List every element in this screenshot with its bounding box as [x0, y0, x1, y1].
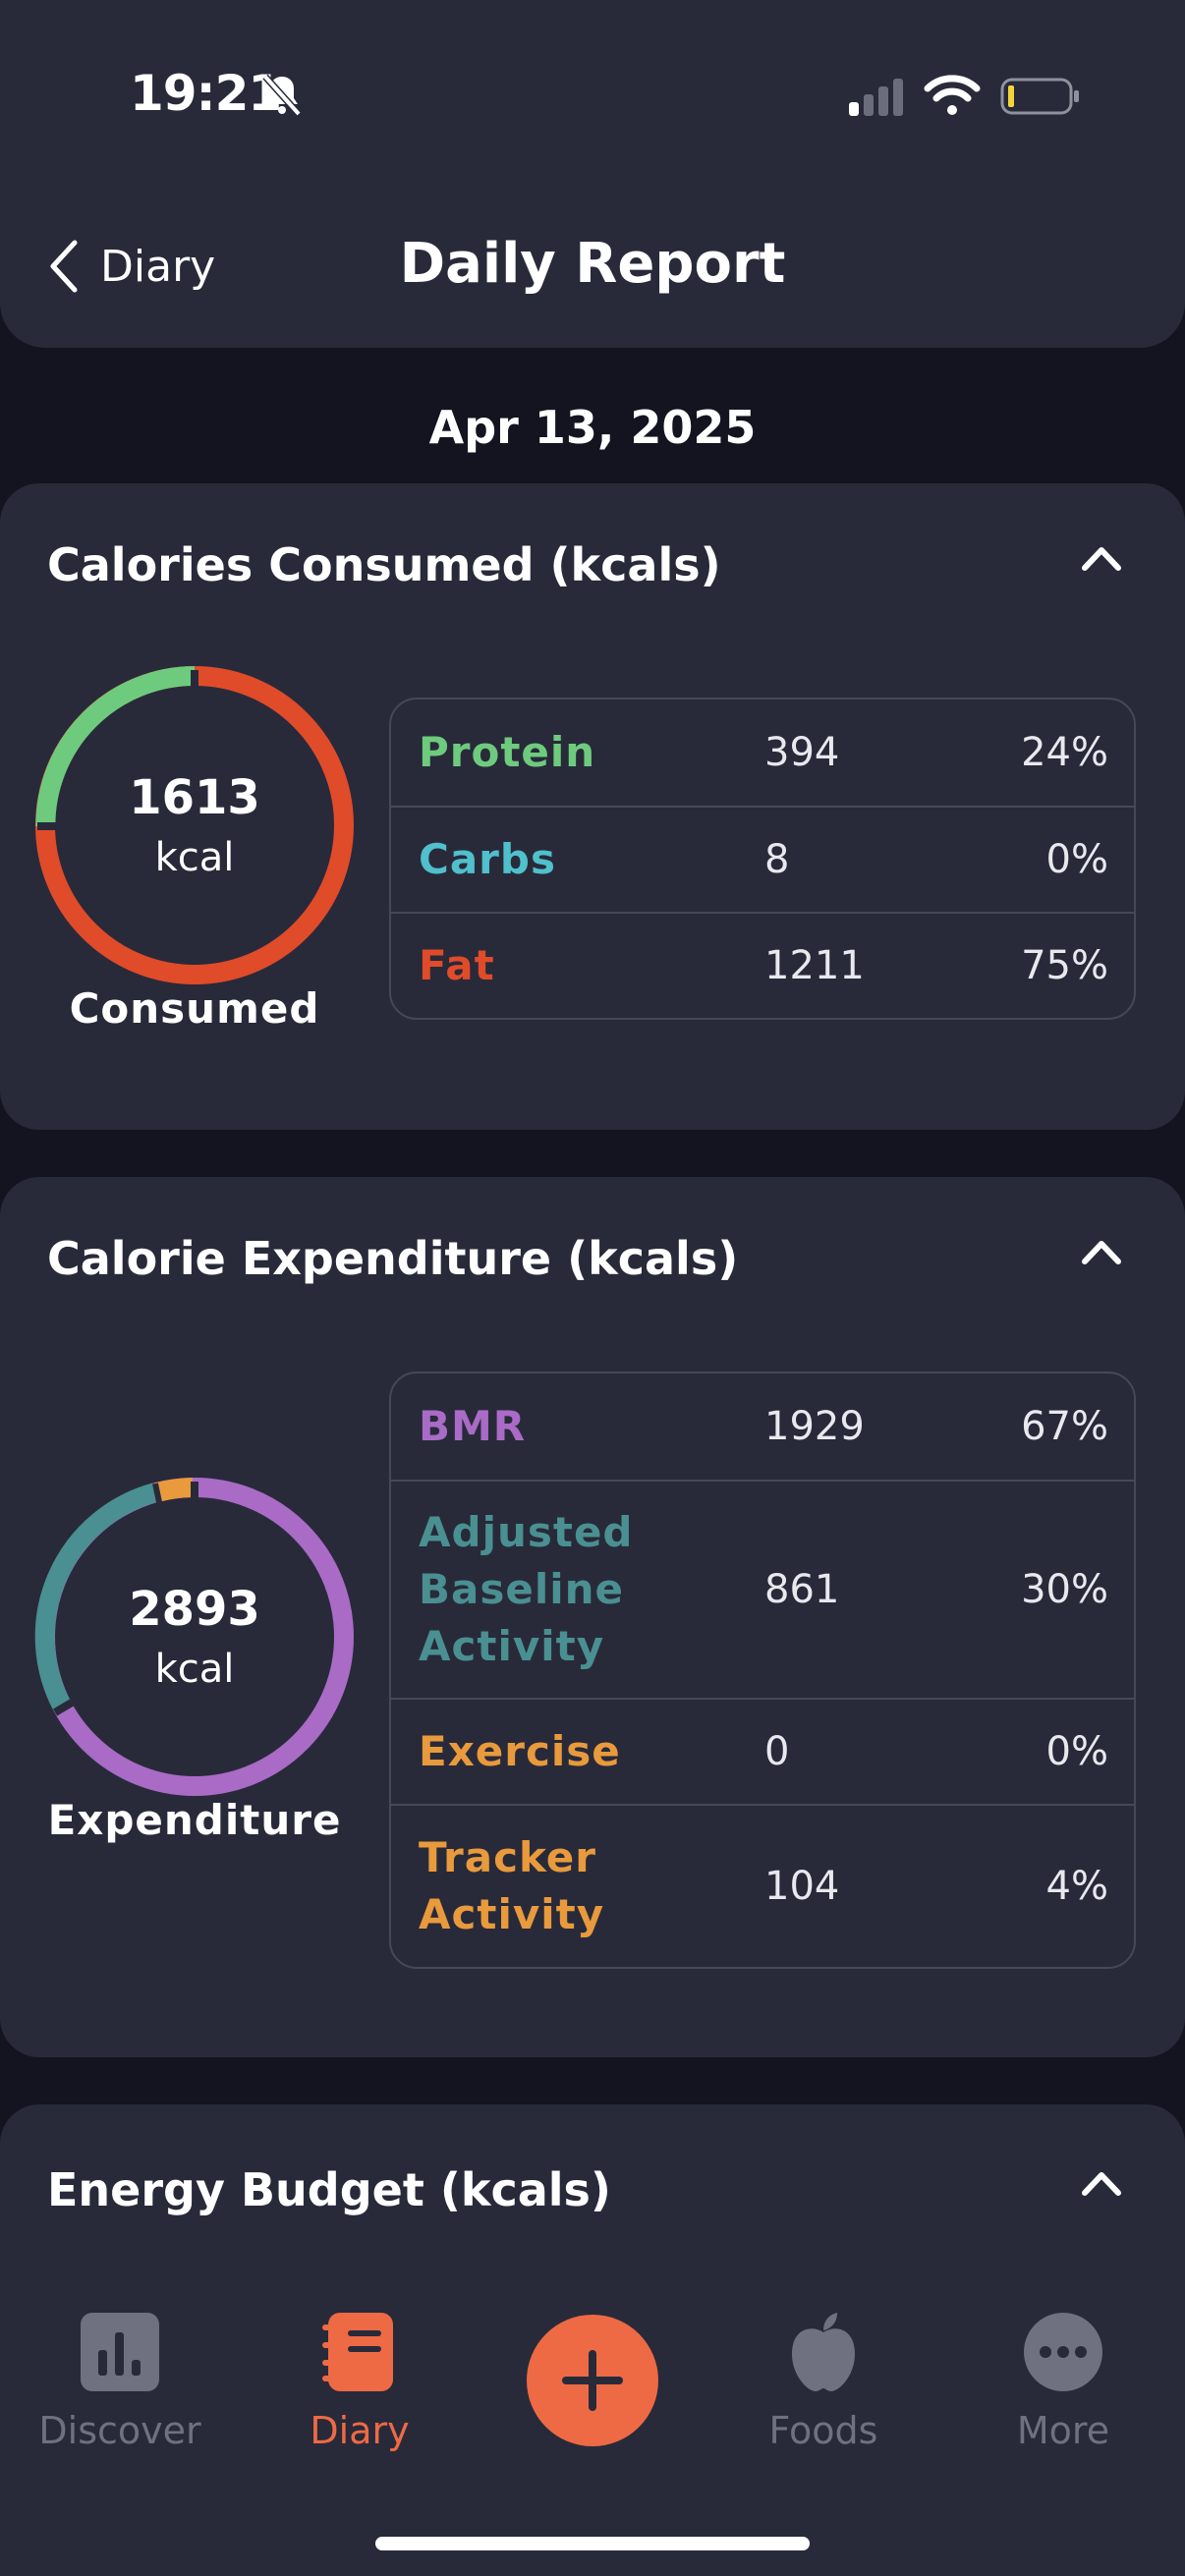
macros-table: Protein 394 24% Carbs 8 0% Fat 1211 75%	[389, 698, 1136, 1020]
expenditure-name: Exercise	[419, 1727, 621, 1775]
chevron-up-icon[interactable]	[1077, 2165, 1126, 2201]
more-icon	[1024, 2313, 1102, 2391]
card-title: Energy Budget (kcals)	[47, 2163, 611, 2216]
signal-icon	[849, 79, 903, 116]
chevron-left-icon	[50, 240, 78, 293]
consumed-total: 1613	[129, 770, 260, 825]
apple-icon	[792, 2313, 855, 2391]
tab-label: Discover	[38, 2409, 201, 2452]
table-row: Tracker Activity 104 4%	[391, 1804, 1134, 1967]
expenditure-name: Adjusted Baseline Activity	[419, 1504, 634, 1675]
chevron-up-icon[interactable]	[1077, 1234, 1126, 1269]
macro-name: Fat	[419, 941, 495, 989]
bar-chart-icon	[81, 2313, 159, 2391]
card-title: Calories Consumed (kcals)	[47, 538, 721, 591]
consumed-unit: kcal	[154, 835, 235, 880]
macro-value: 8	[764, 837, 790, 882]
add-button[interactable]	[527, 2315, 658, 2446]
expenditure-value: 1929	[764, 1404, 865, 1449]
tab-label: More	[1016, 2409, 1110, 2452]
battery-icon	[1000, 78, 1079, 115]
expenditure-table: BMR 1929 67% Adjusted Baseline Activity …	[389, 1372, 1136, 1969]
plus-icon	[562, 2350, 623, 2411]
page-title: Daily Report	[399, 232, 786, 296]
card-title: Calorie Expenditure (kcals)	[47, 1232, 739, 1285]
tab-discover[interactable]: Discover	[22, 2311, 218, 2452]
back-label: Diary	[100, 241, 216, 292]
macro-percent: 75%	[1021, 943, 1108, 988]
expenditure-total: 2893	[129, 1582, 260, 1637]
status-time: 19:21	[130, 65, 282, 122]
expenditure-donut-chart	[34, 1478, 354, 1796]
calories-consumed-card: Calories Consumed (kcals) 1613 kcal Cons…	[0, 483, 1185, 1130]
expenditure-value: 104	[764, 1864, 840, 1909]
tab-label: Foods	[768, 2409, 878, 2452]
expenditure-percent: 67%	[1021, 1404, 1108, 1449]
macro-name: Carbs	[419, 835, 556, 883]
macro-percent: 24%	[1021, 730, 1108, 775]
table-row: BMR 1929 67%	[391, 1373, 1134, 1480]
tab-diary[interactable]: Diary	[261, 2311, 458, 2452]
notebook-icon	[322, 2313, 393, 2391]
name-line: Baseline	[419, 1565, 625, 1613]
expenditure-name: Tracker Activity	[419, 1829, 604, 1943]
macro-value: 394	[764, 730, 840, 775]
chevron-up-icon[interactable]	[1077, 540, 1126, 576]
expenditure-value: 861	[764, 1567, 840, 1612]
header: 19:21 Diary Daily	[0, 0, 1185, 348]
tab-label: Diary	[310, 2409, 410, 2452]
table-row: Protein 394 24%	[391, 700, 1134, 806]
tab-more[interactable]: More	[965, 2311, 1161, 2452]
table-row: Fat 1211 75%	[391, 912, 1134, 1018]
bell-muted-icon	[262, 74, 302, 117]
macro-value: 1211	[764, 943, 865, 988]
tab-foods[interactable]: Foods	[725, 2311, 922, 2452]
expenditure-percent: 4%	[1045, 1864, 1108, 1909]
wifi-icon	[924, 75, 981, 115]
back-button[interactable]: Diary	[47, 234, 215, 299]
calorie-expenditure-card: Calorie Expenditure (kcals) 2893 kcal Ex…	[0, 1177, 1185, 2057]
expenditure-value: 0	[764, 1729, 790, 1774]
consumed-donut-chart	[35, 666, 354, 984]
expenditure-unit: kcal	[154, 1647, 235, 1692]
date-label: Apr 13, 2025	[428, 401, 757, 454]
name-line: Activity	[419, 1622, 605, 1670]
table-row: Exercise 0 0%	[391, 1698, 1134, 1804]
name-line: Tracker	[419, 1833, 596, 1881]
macro-name: Protein	[419, 728, 596, 776]
expenditure-name: BMR	[419, 1402, 527, 1450]
macro-percent: 0%	[1045, 837, 1108, 882]
table-row: Carbs 8 0%	[391, 806, 1134, 912]
table-row: Adjusted Baseline Activity 861 30%	[391, 1480, 1134, 1698]
name-line: Activity	[419, 1890, 605, 1938]
home-indicator	[375, 2537, 810, 2550]
expenditure-percent: 0%	[1045, 1729, 1108, 1774]
expenditure-percent: 30%	[1021, 1567, 1108, 1612]
consumed-caption: Consumed	[69, 984, 320, 1033]
name-line: Adjusted	[419, 1508, 634, 1556]
expenditure-caption: Expenditure	[47, 1796, 342, 1844]
